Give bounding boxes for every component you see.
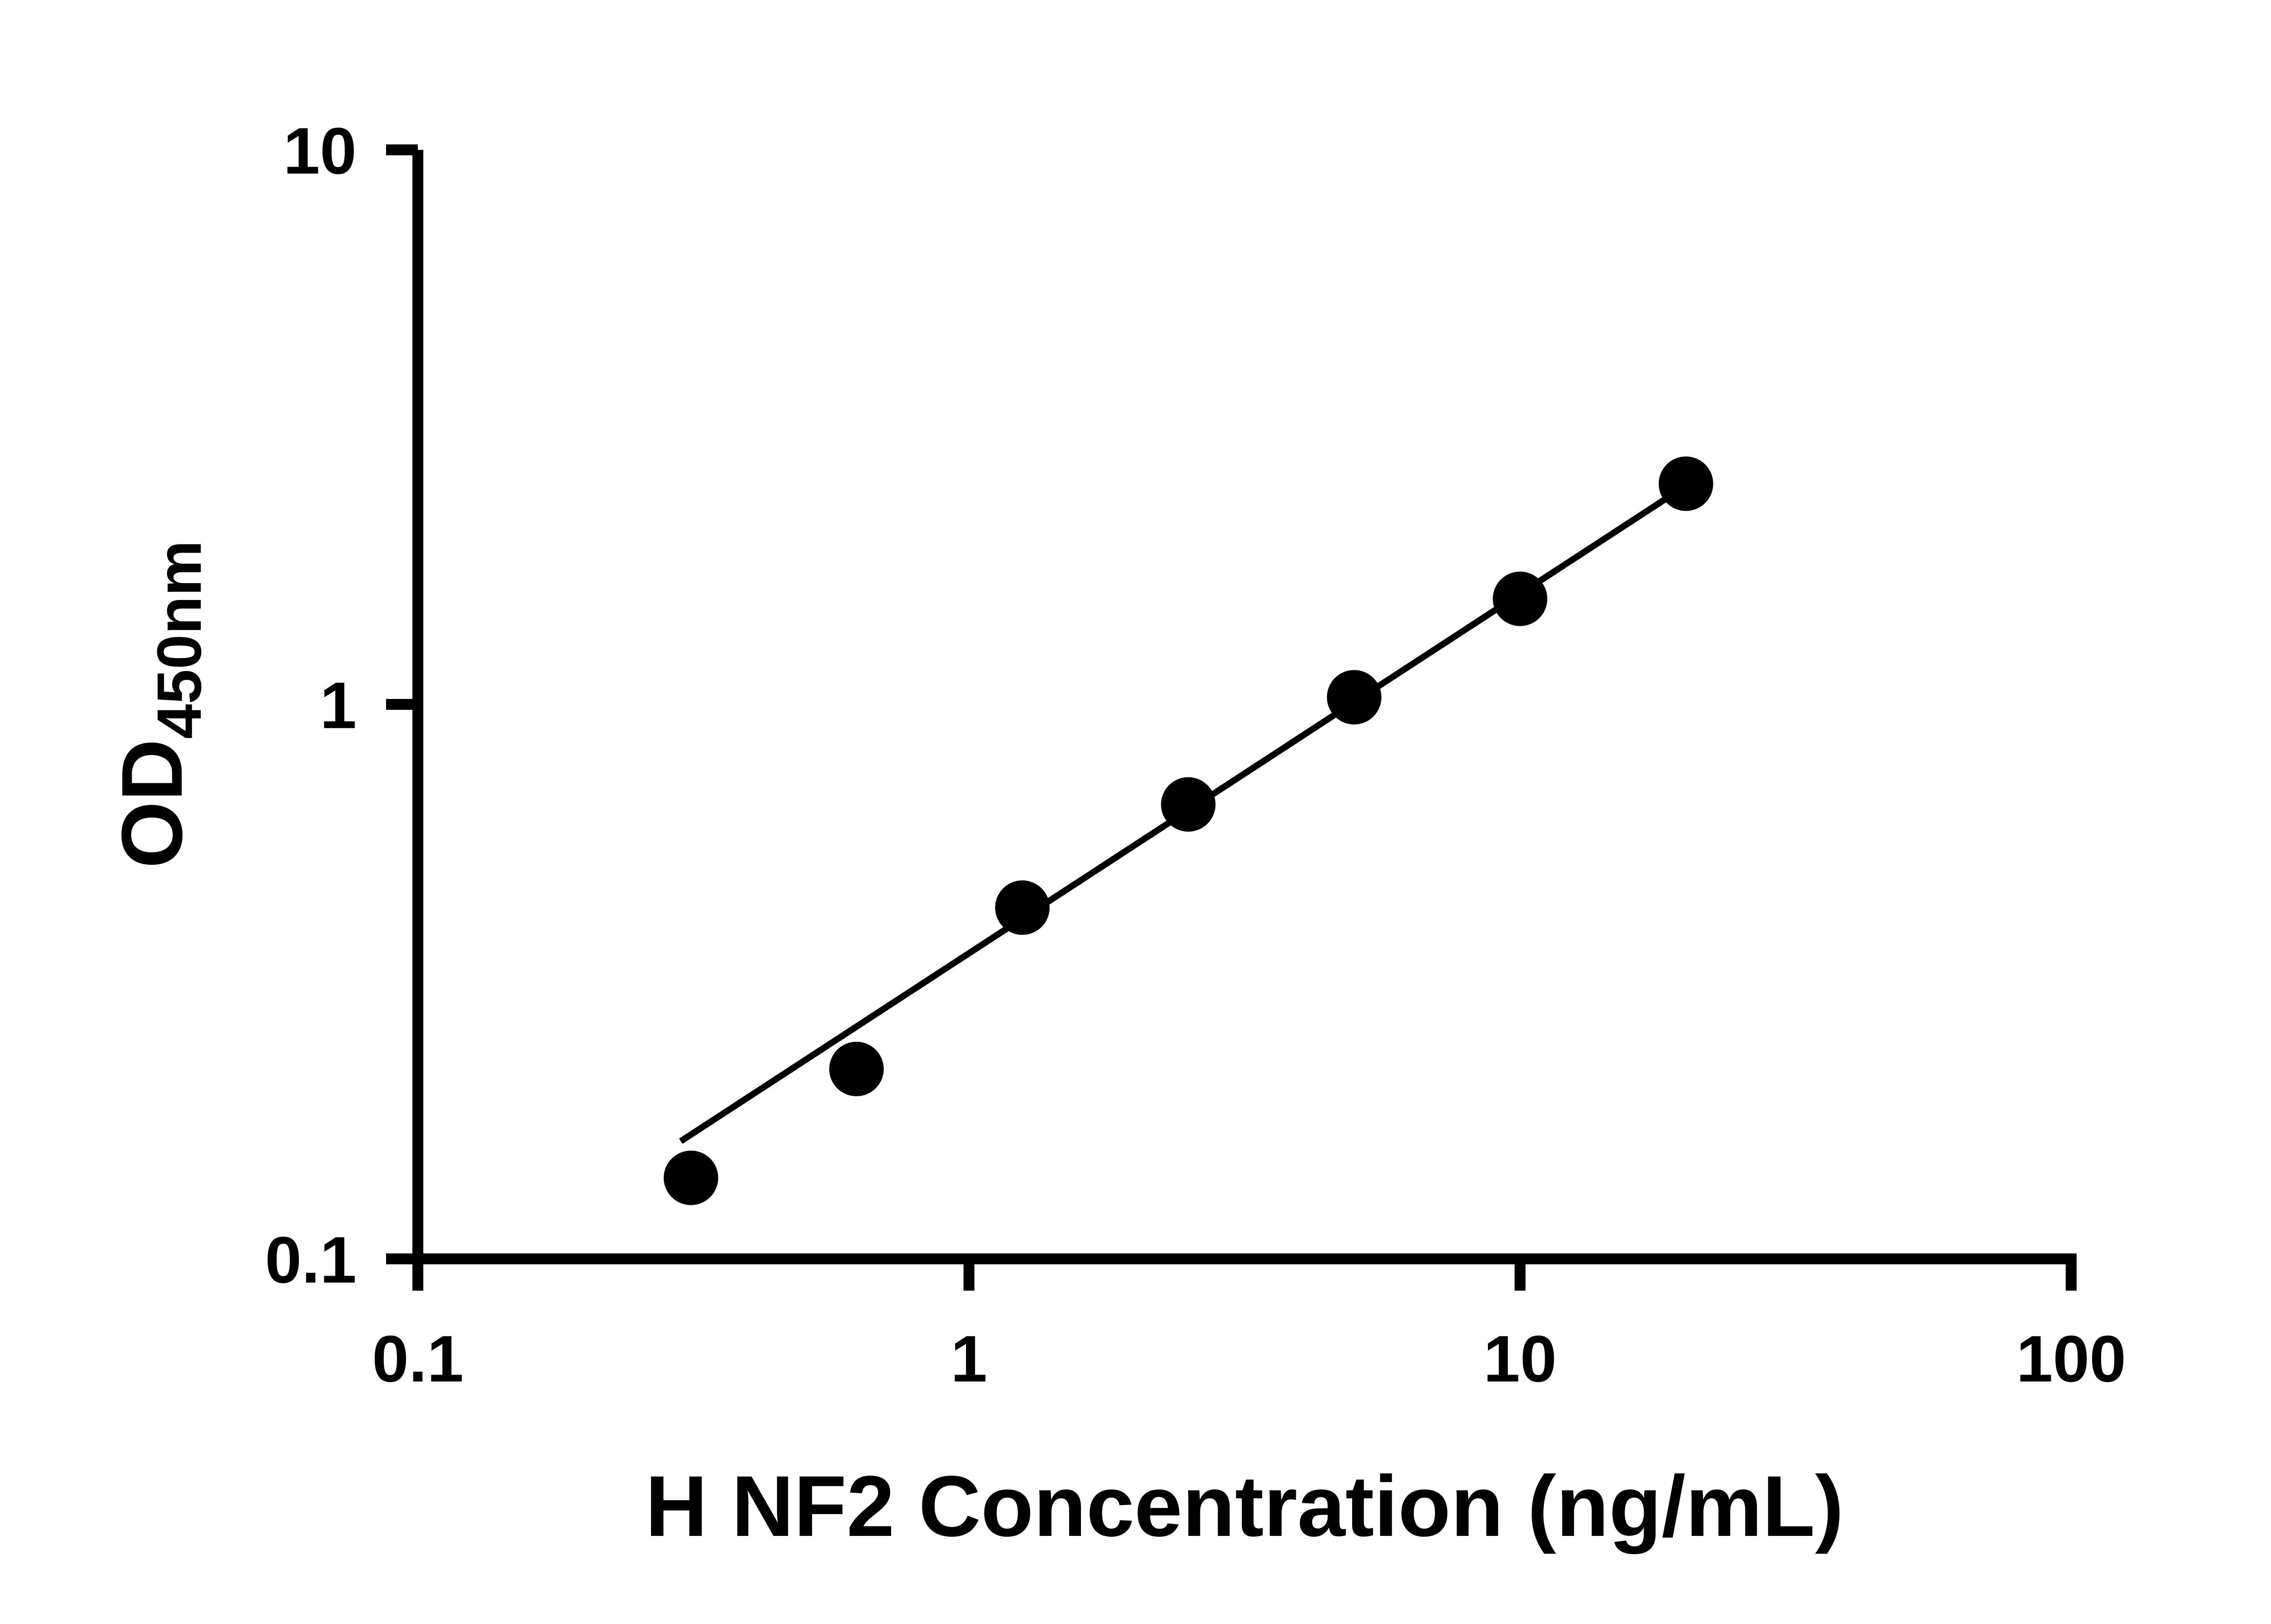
x-axis-tick-label: 0.1 — [372, 1322, 464, 1396]
x-axis-tick-label: 100 — [2016, 1322, 2126, 1396]
x-axis-tick-label: 10 — [1483, 1322, 1557, 1396]
axis-spines — [412, 150, 2077, 1264]
y-axis-tick-label: 10 — [283, 114, 357, 188]
x-axis-tick-label: 1 — [951, 1322, 987, 1396]
x-axis-title: H NF2 Concentration (ng/mL) — [645, 1458, 1844, 1555]
data-point — [1658, 456, 1713, 511]
y-axis-title-subscript: 450nm — [144, 540, 214, 739]
y-axis-tick-label: 0.1 — [265, 1223, 357, 1297]
data-point — [1327, 670, 1382, 725]
y-axis-title: OD450nm — [104, 540, 214, 868]
data-point — [829, 1041, 884, 1096]
y-axis-title-main: OD — [104, 739, 200, 868]
data-point — [1493, 571, 1547, 626]
y-axis-tick-label: 1 — [320, 668, 357, 742]
data-point — [664, 1150, 719, 1205]
data-point — [995, 880, 1050, 935]
data-point — [1161, 777, 1216, 832]
